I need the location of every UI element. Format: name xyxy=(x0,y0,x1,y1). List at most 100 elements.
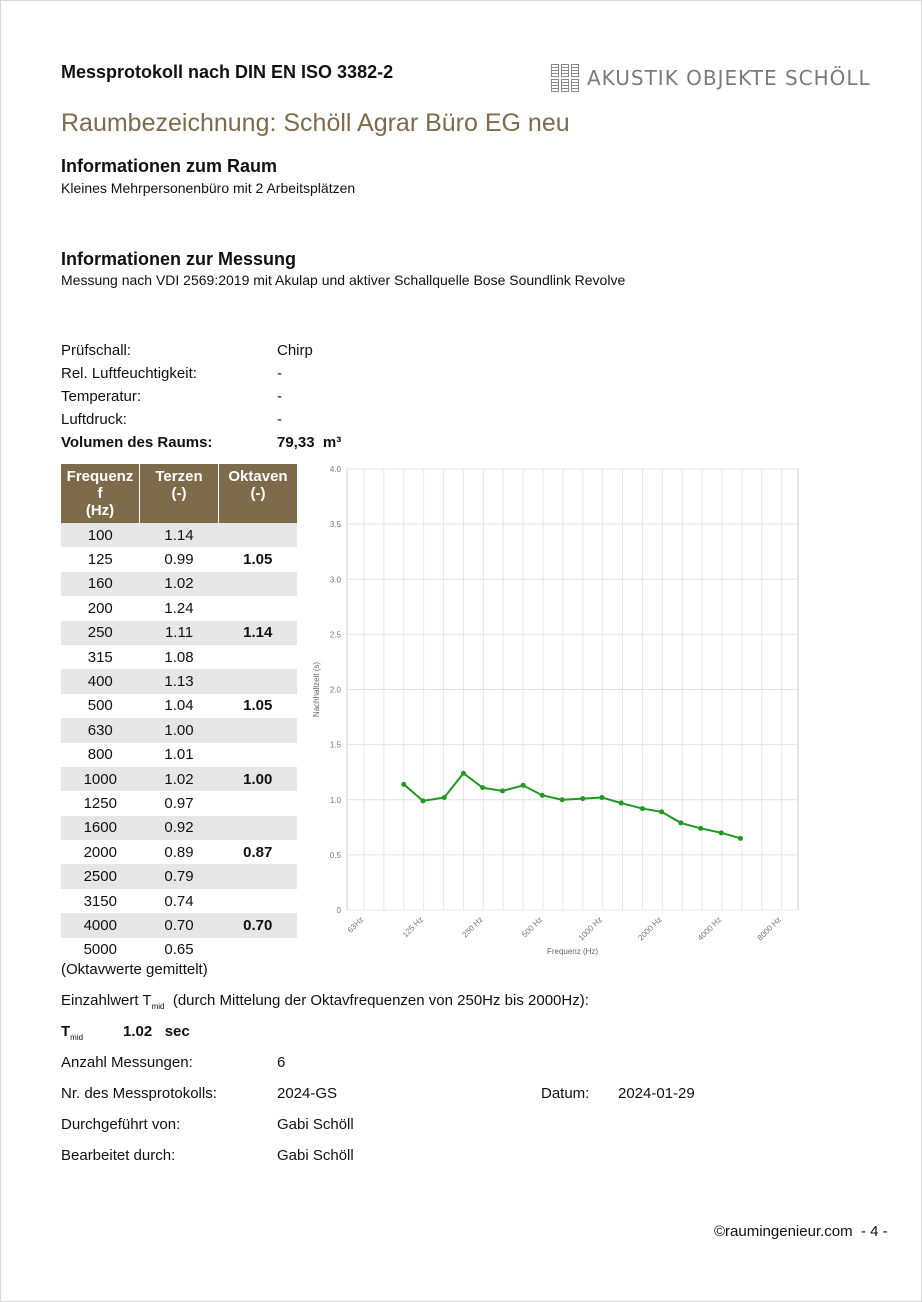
edited-by-value: Gabi Schöll xyxy=(277,1147,354,1164)
table-row: 1000 1.02 1.00 xyxy=(61,766,297,792)
oktaven-cell: 1.05 xyxy=(243,551,273,569)
data-point xyxy=(539,792,545,798)
terzen-cell: 1.01 xyxy=(164,746,194,764)
data-point xyxy=(401,781,407,787)
reverberation-table: Frequenz f (Hz) Terzen (-) Oktaven (-) 1… xyxy=(61,464,297,962)
terzen-cell: 0.97 xyxy=(164,794,194,812)
terzen-cell: 1.13 xyxy=(139,669,219,694)
x-tick-label: 8000 Hz xyxy=(756,915,783,942)
table-row: 5000 0.65 xyxy=(61,938,297,962)
frequency-cell: 4000 xyxy=(61,913,140,938)
table-row: 630 1.00 xyxy=(61,718,297,743)
y-tick-label: 0 xyxy=(337,906,342,915)
terzen-cell: 1.04 xyxy=(164,697,194,715)
column-header-terzen: Terzen (-) xyxy=(139,464,219,523)
oktaven-cell xyxy=(219,791,298,815)
terzen-cell: 1.02 xyxy=(139,766,219,792)
frequency-cell: 160 xyxy=(61,571,140,597)
edited-by-label: Bearbeitet durch: xyxy=(61,1147,176,1164)
terzen-cell: 0.70 xyxy=(139,913,219,938)
data-point xyxy=(559,797,565,803)
oktaven-cell xyxy=(218,669,297,694)
measurement-info-heading: Informationen zur Messung xyxy=(61,249,297,269)
data-point xyxy=(698,825,704,831)
oktaven-cell xyxy=(219,938,298,962)
frequency-cell: 200 xyxy=(87,599,113,617)
oktaven-cell xyxy=(219,596,298,620)
table-row: 2000 0.89 0.87 xyxy=(61,840,297,864)
x-tick-label: 125 Hz xyxy=(401,915,425,939)
frequency-cell: 400 xyxy=(61,669,140,694)
oktaven-cell xyxy=(218,815,297,841)
y-tick-label: 2.5 xyxy=(330,630,342,639)
oktaven-cell: 1.14 xyxy=(218,620,297,645)
x-axis-label: Frequenz (Hz) xyxy=(547,947,598,956)
document-title: Messprotokoll nach DIN EN ISO 3382-2 xyxy=(61,62,394,82)
frequency-cell: 5000 xyxy=(83,941,117,959)
frequency-cell: 315 xyxy=(87,648,113,666)
terzen-cell: 0.92 xyxy=(139,815,219,841)
oktaven-cell: 0.87 xyxy=(243,843,273,861)
table-row: 2500 0.79 xyxy=(61,864,297,889)
data-point xyxy=(678,820,684,826)
oktaven-cell: 0.70 xyxy=(218,913,297,938)
frequency-cell: 2000 xyxy=(83,843,117,861)
volume-value: 79,33 m³ xyxy=(277,434,342,451)
table-row: 100 1.14 xyxy=(61,523,297,548)
condition-label: Temperatur: xyxy=(61,388,142,405)
data-point xyxy=(718,830,724,836)
single-value-intro-rest: (durch Mittelung der Oktavfrequenzen von… xyxy=(164,992,589,1009)
x-tick-label: 4000 Hz xyxy=(696,915,723,942)
terzen-cell: 1.14 xyxy=(139,523,219,548)
table-row: 315 1.08 xyxy=(61,645,297,669)
room-info-heading: Informationen zum Raum xyxy=(61,156,278,176)
table-row: 1600 0.92 xyxy=(61,815,297,841)
data-point xyxy=(639,806,645,812)
tmid-value: 1.02 sec xyxy=(123,1023,190,1040)
frequency-cell: 1000 xyxy=(61,766,140,792)
condition-label: Prüfschall: xyxy=(61,342,132,359)
condition-label: Luftdruck: xyxy=(61,411,127,428)
table-row: 800 1.01 xyxy=(61,743,297,767)
frequency-cell: 250 xyxy=(61,620,140,645)
terzen-cell: 0.79 xyxy=(139,864,219,889)
performed-by-label: Durchgeführt von: xyxy=(61,1116,181,1133)
oktaven-cell xyxy=(219,645,298,669)
table-header-row: Frequenz f (Hz) Terzen (-) Oktaven (-) xyxy=(61,464,297,523)
condition-label: Rel. Luftfeuchtigkeit: xyxy=(61,365,197,382)
y-tick-label: 2.0 xyxy=(330,686,342,695)
oktaven-cell xyxy=(219,743,298,767)
oktaven-cell xyxy=(219,889,298,913)
condition-value: - xyxy=(277,388,282,405)
date-label: Datum: xyxy=(541,1085,590,1102)
frequency-cell: 2500 xyxy=(61,864,140,889)
tmid-letter: T xyxy=(61,1023,71,1040)
column-header-frequency: Frequenz f (Hz) xyxy=(61,464,140,523)
table-note: (Oktavwerte gemittelt) xyxy=(61,961,208,978)
measurement-info-text: Messung nach VDI 2569:2019 mit Akulap un… xyxy=(61,272,626,288)
y-tick-label: 4.0 xyxy=(330,465,342,474)
data-point xyxy=(580,796,586,802)
data-point xyxy=(520,782,526,788)
data-point xyxy=(420,798,426,804)
terzen-cell: 1.24 xyxy=(164,599,194,617)
terzen-cell: 1.00 xyxy=(139,718,219,743)
data-point xyxy=(618,800,624,806)
oktaven-cell: 1.00 xyxy=(218,766,297,792)
oktaven-cell xyxy=(218,718,297,743)
table-row: 1250 0.97 xyxy=(61,791,297,815)
company-logo: AKUSTIK OBJEKTE SCHÖLL xyxy=(551,64,871,92)
condition-value: Chirp xyxy=(277,342,313,359)
table-row: 200 1.24 xyxy=(61,596,297,620)
page-footer: ©raumingenieur.com - 4 - xyxy=(714,1223,888,1240)
frequency-cell: 100 xyxy=(61,523,140,548)
frequency-cell: 3150 xyxy=(83,892,117,910)
condition-value: - xyxy=(277,411,282,428)
data-point xyxy=(659,809,665,815)
single-value-intro-text: Einzahlwert T xyxy=(61,992,152,1009)
data-point xyxy=(441,795,447,801)
frequency-cell: 800 xyxy=(87,746,113,764)
logo-mark-icon xyxy=(551,64,579,92)
measurement-count-label: Anzahl Messungen: xyxy=(61,1054,193,1071)
series-line xyxy=(403,771,741,840)
